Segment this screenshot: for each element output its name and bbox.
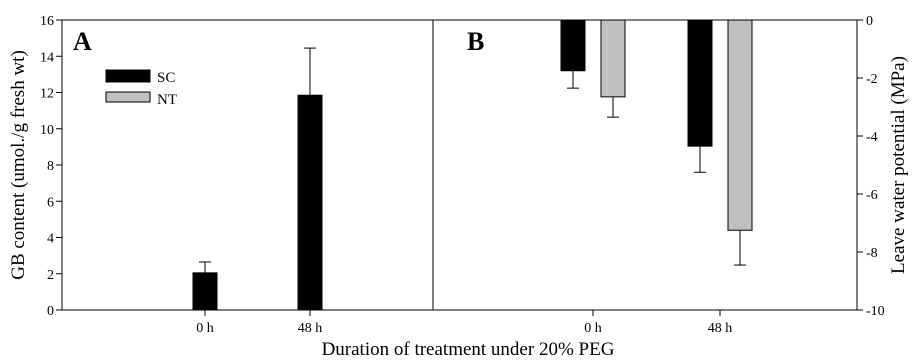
y-tick-label: -2 [866, 72, 878, 87]
bar-sc-0h [560, 19, 586, 72]
y-tick-label: 16 [40, 14, 54, 29]
bar-sc-48h [687, 19, 713, 147]
bar-nt-0h [600, 19, 626, 98]
y-tick-label: 12 [40, 87, 54, 102]
panel-a-frame [61, 19, 434, 311]
y-tick-label: 10 [40, 123, 54, 138]
x-tick-label: 48 h [708, 321, 733, 336]
y-tick-label: -10 [866, 304, 885, 319]
panel-b-label: B [467, 27, 484, 56]
x-tick-label: 0 h [584, 321, 602, 336]
chart-marks: 0 2 4 6 8 10 12 14 16 0 h 48 h 0 -2 -4 -6 -8 -10 0 h 48 h [40, 14, 885, 336]
x-axis-label: Duration of treatment under 20% PEG [322, 339, 615, 360]
y-tick-label: 6 [47, 195, 54, 210]
y-axis-label-left: GB content (umol./g fresh wt) [8, 50, 29, 280]
y-tick-label: 14 [40, 50, 54, 65]
x-tick-label: 0 h [196, 321, 214, 336]
legend: SC NT [105, 69, 177, 108]
y-tick-label: 4 [47, 232, 54, 247]
bar-nt-48h [727, 19, 753, 231]
legend-swatch-sc [105, 69, 151, 83]
panel-b-frame [432, 19, 858, 311]
bar-sc-0h [192, 272, 218, 311]
bar-sc-48h [297, 94, 323, 311]
y-tick-label: -6 [866, 188, 878, 203]
legend-label-nt: NT [157, 92, 177, 108]
y-tick-label: 0 [866, 14, 873, 29]
panel-a: A SC NT [61, 19, 434, 311]
y-axis-label-right: Leave water potential (MPa) [888, 56, 909, 274]
y-tick-label: 0 [47, 304, 54, 319]
x-tick-label: 48 h [298, 321, 323, 336]
y-tick-label: 8 [47, 159, 54, 174]
y-tick-label: -8 [866, 246, 878, 261]
y-tick-label: 2 [47, 268, 54, 283]
legend-swatch-nt [105, 91, 151, 103]
y-tick-label: -4 [866, 130, 878, 145]
panel-b: B [432, 19, 858, 311]
panel-a-label: A [73, 27, 92, 56]
legend-label-sc: SC [157, 70, 175, 86]
